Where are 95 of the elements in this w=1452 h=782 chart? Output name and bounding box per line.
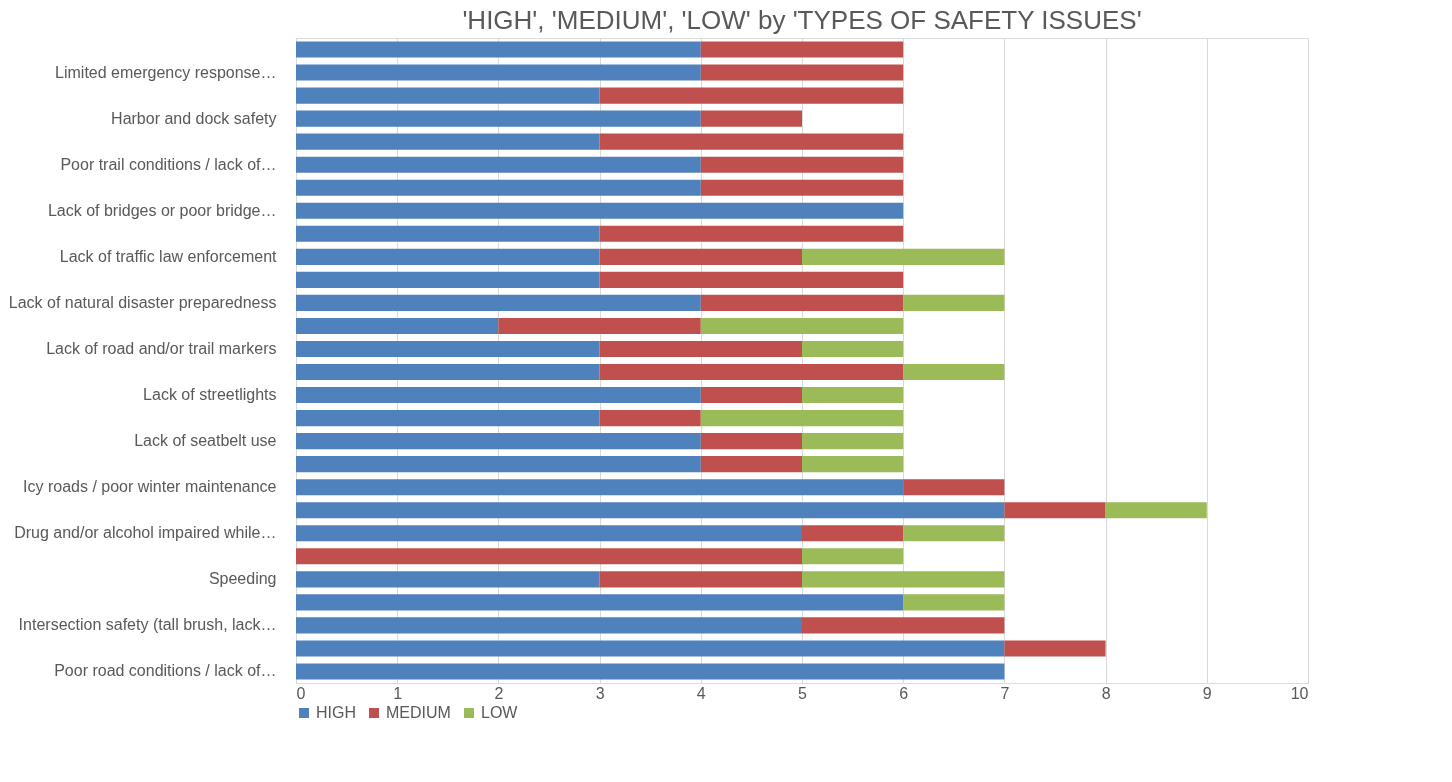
bar <box>296 386 701 404</box>
bar <box>296 525 802 542</box>
bar <box>903 525 1005 542</box>
bar <box>296 594 904 611</box>
bar <box>700 294 904 311</box>
x-tick-label: 8 <box>1101 684 1111 702</box>
legend-label: HIGH <box>316 704 356 721</box>
x-tick-label: 6 <box>899 684 909 702</box>
bar <box>700 64 904 81</box>
x-tick-label: 1 <box>393 684 403 702</box>
bar <box>296 571 600 588</box>
bar <box>700 156 904 173</box>
y-tick-label: Harbor and dock safety <box>111 109 277 127</box>
bar <box>296 133 600 150</box>
y-tick-label: Poor road conditions / lack of… <box>54 662 277 680</box>
bar <box>599 87 904 104</box>
bar <box>599 271 904 288</box>
bar <box>802 548 904 565</box>
x-tick-label: 0 <box>296 684 306 702</box>
x-tick-label: 4 <box>696 684 706 702</box>
bar <box>802 386 904 404</box>
bar <box>296 410 600 427</box>
bar <box>700 179 904 196</box>
bar <box>296 317 499 335</box>
bar <box>296 456 701 473</box>
bar <box>700 456 802 473</box>
legend-label: LOW <box>481 704 519 721</box>
bar <box>296 41 701 58</box>
chart-title: 'HIGH', 'MEDIUM', 'LOW' by 'TYPES OF SAFETY ISSUES' <box>462 5 1142 35</box>
y-tick-label: Lack of bridges or poor bridge… <box>47 201 277 219</box>
bar <box>1004 502 1106 519</box>
bar <box>802 340 904 358</box>
bar <box>903 294 1005 311</box>
bar <box>296 433 701 450</box>
x-tick-label: 9 <box>1202 684 1212 702</box>
bar <box>296 225 600 242</box>
y-tick-label: Drug and/or alcohol impaired while… <box>14 524 277 542</box>
x-tick-label: 2 <box>494 684 504 702</box>
bar <box>903 479 1005 496</box>
bar <box>296 87 600 104</box>
x-tick-label: 3 <box>595 684 605 702</box>
bar <box>296 663 1005 680</box>
bar <box>903 363 1005 381</box>
y-tick-label: Lack of traffic law enforcement <box>59 247 278 265</box>
bar <box>599 225 904 242</box>
bar <box>296 294 701 311</box>
bar <box>700 433 802 450</box>
bar <box>802 456 904 473</box>
bar <box>700 386 802 404</box>
bar <box>296 156 701 173</box>
bar <box>296 548 802 565</box>
bar <box>599 133 904 150</box>
y-tick-label: Speeding <box>208 570 277 588</box>
bar <box>296 179 701 196</box>
bar <box>802 433 904 450</box>
bar <box>802 248 1005 265</box>
bar <box>296 340 600 358</box>
bar <box>700 41 904 58</box>
y-tick-label: Poor trail conditions / lack of… <box>60 155 277 173</box>
bar <box>296 617 802 634</box>
x-tick-label: 7 <box>1000 684 1010 702</box>
bar <box>802 617 1005 634</box>
bar <box>296 64 701 81</box>
x-tick-label: 10 <box>1290 684 1309 702</box>
y-tick-label: Icy roads / poor winter maintenance <box>23 478 277 496</box>
y-tick-label: Lack of road and/or trail markers <box>46 339 277 357</box>
legend-label: MEDIUM <box>386 704 451 721</box>
bar <box>498 317 701 335</box>
bar <box>599 363 904 381</box>
bar <box>296 110 701 127</box>
bar <box>296 271 600 288</box>
bar <box>599 340 802 358</box>
bar <box>599 410 701 427</box>
bar <box>700 410 904 427</box>
bar <box>296 640 1005 657</box>
bar <box>296 248 600 265</box>
bar <box>296 479 904 496</box>
y-tick-label: Lack of natural disaster preparedness <box>8 293 277 311</box>
bar <box>802 571 1005 588</box>
bar <box>599 248 802 265</box>
x-tick-label: 5 <box>798 684 808 702</box>
bar <box>700 110 802 127</box>
bar <box>802 525 904 542</box>
y-tick-label: Intersection safety (tall brush, lack… <box>18 616 277 634</box>
bar <box>1105 502 1207 519</box>
bar <box>599 571 802 588</box>
bar <box>296 502 1005 519</box>
bar <box>296 363 600 381</box>
y-tick-label: Limited emergency response… <box>55 63 277 81</box>
y-tick-label: Lack of streetlights <box>143 386 277 404</box>
bar <box>1004 640 1106 657</box>
bar <box>700 317 904 335</box>
bar <box>296 202 904 219</box>
bar <box>903 594 1005 611</box>
y-tick-label: Lack of seatbelt use <box>134 432 277 450</box>
